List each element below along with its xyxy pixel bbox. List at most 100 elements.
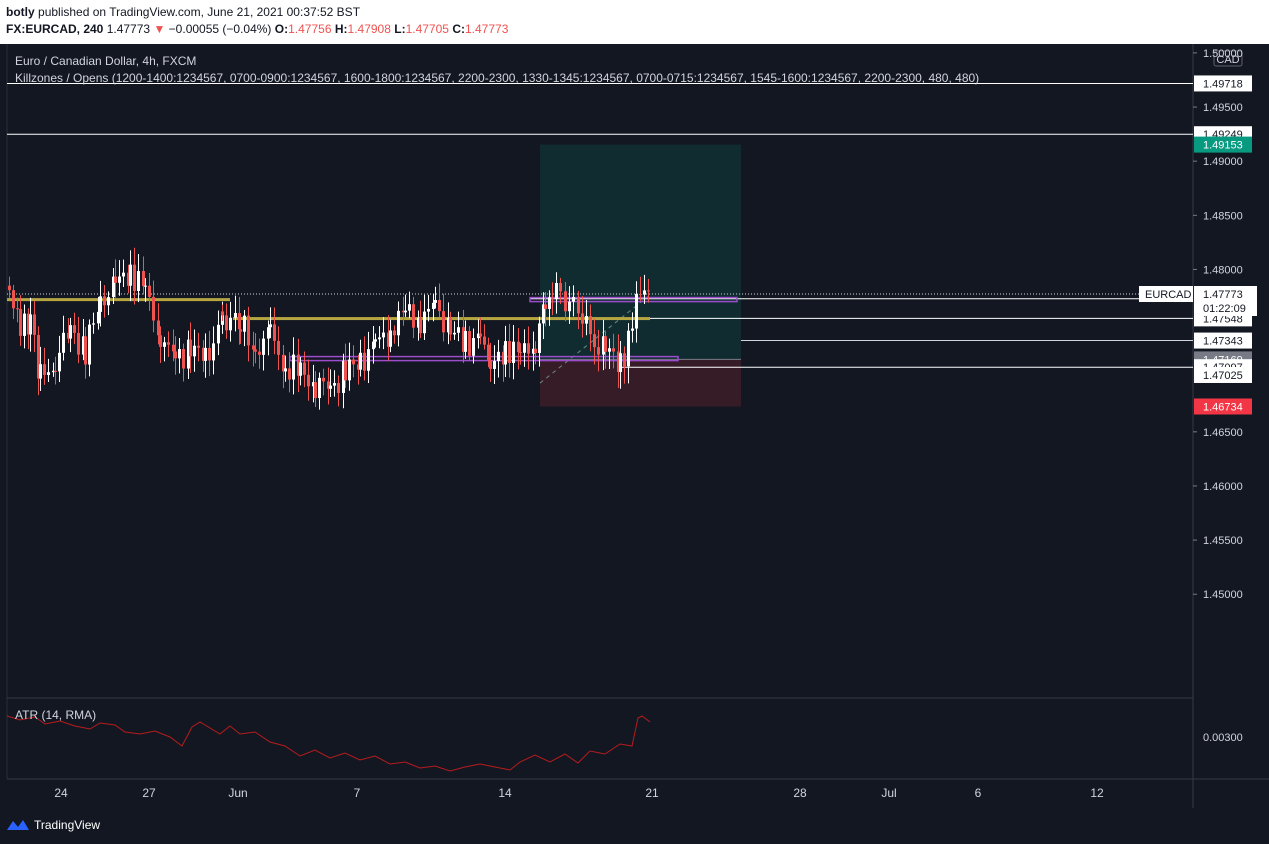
author-name[interactable]: botly bbox=[6, 5, 35, 19]
publish-info: botly published on TradingView.com, June… bbox=[6, 5, 360, 19]
candle-body bbox=[127, 272, 130, 286]
killzone-open-line[interactable] bbox=[7, 298, 230, 302]
candle-body bbox=[359, 352, 362, 370]
candle-body bbox=[12, 290, 15, 309]
indicator-legend[interactable]: Killzones / Opens (1200-1400:1234567, 07… bbox=[15, 71, 979, 85]
candle-body bbox=[58, 352, 61, 372]
price-chart[interactable]: Euro / Canadian Dollar, 4h, FXCM Killzon… bbox=[0, 44, 1269, 808]
candle-body bbox=[73, 325, 76, 333]
candle-body bbox=[523, 343, 526, 353]
loss-zone[interactable] bbox=[540, 359, 741, 407]
candle-body bbox=[378, 337, 381, 340]
candle-body bbox=[129, 264, 132, 286]
candle-body bbox=[16, 308, 19, 310]
candle-body bbox=[84, 336, 87, 365]
candle-body bbox=[8, 285, 11, 291]
time-axis-label: 24 bbox=[54, 786, 68, 800]
price-label-box bbox=[1194, 366, 1252, 383]
price-change: −0.00055 (−0.04%) bbox=[168, 22, 272, 36]
time-axis-label: 12 bbox=[1090, 786, 1104, 800]
tradingview-logo[interactable]: TradingView bbox=[6, 818, 100, 832]
atr-series bbox=[6, 715, 651, 772]
candle-body bbox=[342, 360, 345, 393]
candle-body bbox=[238, 312, 241, 330]
candle-body bbox=[568, 301, 571, 312]
atr-axis-tick: 0.00300 bbox=[1203, 732, 1243, 744]
position-connector bbox=[539, 296, 649, 384]
candle-body bbox=[589, 316, 592, 335]
candle-body bbox=[239, 329, 242, 332]
candle-body bbox=[118, 276, 121, 283]
currency-label: CAD bbox=[1216, 54, 1239, 66]
candle-body bbox=[363, 352, 366, 371]
candle-body bbox=[585, 316, 588, 324]
candle-body bbox=[142, 271, 145, 287]
high-label: H: bbox=[334, 22, 348, 36]
atr-legend[interactable]: ATR (14, RMA) bbox=[15, 708, 96, 722]
candle-body bbox=[97, 311, 100, 324]
candle-body bbox=[487, 344, 490, 361]
candle-body bbox=[292, 354, 295, 380]
candle-body bbox=[267, 327, 270, 339]
candle-body bbox=[412, 304, 415, 328]
candle-body bbox=[167, 342, 170, 345]
candle-body bbox=[604, 336, 607, 352]
price-axis[interactable]: 1.50000 1.49500 1.49000 1.48500 1.48000 1.465… bbox=[1193, 48, 1243, 601]
candle-body bbox=[434, 299, 437, 303]
candle-body bbox=[92, 323, 95, 325]
killzone-open-line[interactable] bbox=[233, 317, 650, 321]
time-axis-label: 27 bbox=[142, 786, 156, 800]
candle-body bbox=[284, 368, 287, 372]
candle-body bbox=[593, 334, 596, 348]
candle-body bbox=[477, 333, 480, 339]
candle-body bbox=[532, 348, 535, 354]
killzone-box[interactable] bbox=[529, 296, 738, 303]
candle-body bbox=[307, 374, 310, 387]
price-label-box bbox=[1194, 332, 1252, 349]
candle-body bbox=[258, 351, 261, 355]
candle-body bbox=[631, 328, 634, 331]
candle-body bbox=[27, 313, 30, 335]
candle-body bbox=[389, 330, 392, 347]
candle-body bbox=[269, 324, 272, 328]
symbol-label: FX:EURCAD, 240 bbox=[6, 22, 104, 36]
time-axis-label: Jun bbox=[228, 786, 247, 800]
candle-body bbox=[187, 339, 190, 369]
candle-body bbox=[82, 336, 85, 355]
price-label: 1.47025 bbox=[1203, 370, 1243, 382]
candle-body bbox=[133, 264, 136, 291]
candle-body bbox=[273, 324, 276, 341]
candle-body bbox=[303, 362, 306, 375]
candle-body bbox=[197, 345, 200, 348]
candle-body bbox=[438, 299, 441, 312]
candle-body bbox=[627, 330, 630, 367]
candle-body bbox=[497, 351, 500, 362]
price-tick-label: 1.46000 bbox=[1203, 481, 1243, 493]
candle-body bbox=[333, 383, 336, 386]
candle-body bbox=[208, 347, 211, 361]
current-price-box bbox=[1194, 286, 1257, 317]
candle-body bbox=[623, 353, 626, 367]
candle-body bbox=[464, 330, 467, 352]
candle-body bbox=[608, 348, 611, 352]
price-tick-label: 1.50000 bbox=[1203, 48, 1243, 60]
time-axis-label: 7 bbox=[354, 786, 361, 800]
time-axis[interactable]: 24 27 Jun 7 14 21 28 Jul 6 12 bbox=[54, 786, 1104, 800]
candle-body bbox=[597, 347, 600, 355]
candle-body bbox=[559, 282, 562, 292]
candle-body bbox=[144, 285, 147, 287]
currency-badge[interactable]: CAD bbox=[1213, 50, 1243, 67]
candle-body bbox=[52, 370, 55, 373]
candle-body bbox=[204, 347, 207, 361]
candle-body bbox=[367, 349, 370, 371]
profit-zone[interactable] bbox=[540, 144, 741, 360]
candle-body bbox=[297, 354, 300, 376]
candle-body bbox=[69, 325, 72, 339]
candle-body bbox=[538, 323, 541, 353]
candle-body bbox=[217, 324, 220, 344]
candle-body bbox=[357, 364, 360, 370]
candle-body bbox=[635, 293, 638, 329]
price-tick-label: 1.49000 bbox=[1203, 156, 1243, 168]
candle-body bbox=[647, 290, 650, 292]
price-tick-label: 1.46500 bbox=[1203, 427, 1243, 439]
